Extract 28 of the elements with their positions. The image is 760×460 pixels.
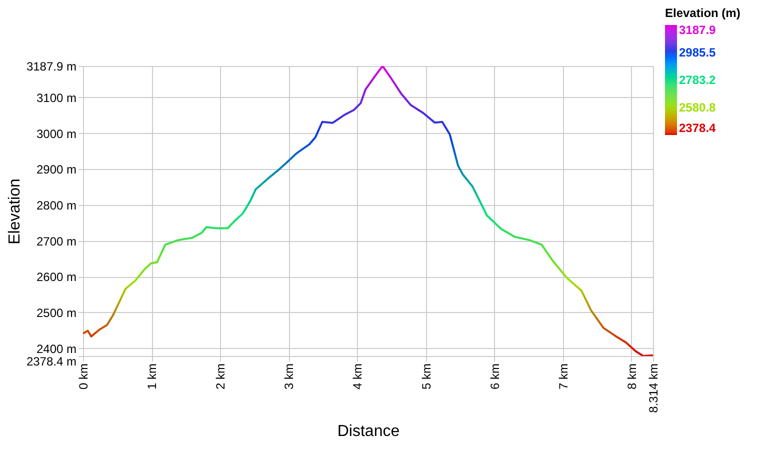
x-tick-label: 1 km (145, 364, 160, 390)
x-tick-label: 0 km (76, 364, 90, 390)
y-tick-label: 2800 m (36, 198, 76, 212)
x-tick-label: 5 km (419, 364, 434, 390)
y-tick-label: 2700 m (36, 234, 76, 248)
y-tick-label: 2900 m (36, 162, 76, 177)
x-tick-label: 4 km (350, 364, 365, 390)
x-tick-label: 7 km (556, 364, 570, 390)
x-tick-label: 8 km (624, 364, 639, 390)
y-tick-label: 2378.4 m (26, 354, 76, 368)
y-tick-label: 3100 m (36, 90, 76, 105)
y-tick-label: 2500 m (36, 306, 76, 320)
y-tick-label: 2600 m (36, 270, 76, 284)
x-axis-title: Distance (337, 422, 400, 440)
color-bar-label: 2378.4 (679, 121, 716, 135)
color-bar-label: 2985.5 (679, 46, 716, 60)
x-tick-label: 3 km (282, 364, 296, 390)
color-bar-title: Elevation (m) (665, 6, 740, 20)
x-tick-label: 6 km (488, 364, 502, 390)
color-bar-label: 2783.2 (679, 72, 716, 87)
y-axis-title: Elevation (6, 178, 24, 244)
x-tick-label: 2 km (214, 364, 228, 390)
y-tick-label: 3000 m (36, 126, 76, 141)
color-bar-label: 3187.9 (679, 23, 716, 37)
x-tick-label: 8.314 km (646, 363, 660, 413)
y-tick-label: 3187.9 m (26, 60, 76, 74)
y-tick-label: 2400 m (36, 342, 76, 356)
color-bar-label: 2580.8 (679, 100, 716, 114)
